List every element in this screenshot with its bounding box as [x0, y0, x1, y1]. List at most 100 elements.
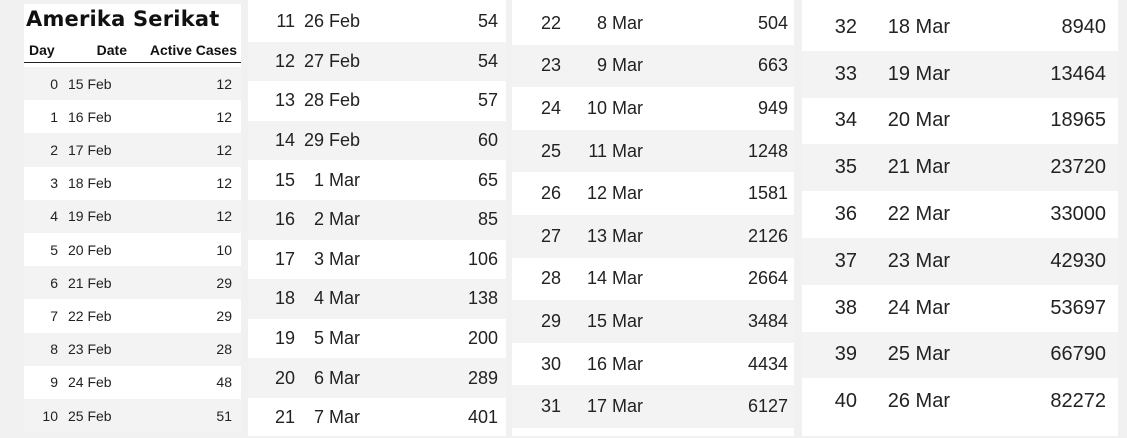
cell-day: 1 — [50, 108, 58, 125]
cell-day: 28 — [540, 268, 561, 289]
table-row: 40 26 Mar 82272 — [802, 378, 1118, 425]
table-row: 22 8 Mar 504 — [512, 2, 794, 45]
cell-date: 9 Mar — [596, 55, 643, 76]
cell-day: 30 — [540, 353, 561, 374]
table-row: 9 24 Feb 48 — [24, 366, 241, 399]
cell-date: 15 Mar — [586, 310, 643, 331]
table-row: 15 1 Mar 65 — [248, 160, 506, 200]
cell-active-cases: 23720 — [1050, 156, 1106, 179]
cell-active-cases: 2664 — [747, 268, 788, 289]
cell-date: 23 Mar — [887, 249, 950, 272]
cell-active-cases: 663 — [757, 55, 788, 76]
cell-active-cases: 54 — [477, 11, 498, 32]
table-header: Day Date Active Cases — [24, 37, 241, 63]
cell-day: 39 — [834, 343, 857, 366]
cell-active-cases: 18965 — [1050, 109, 1106, 132]
table-row: 28 14 Mar 2664 — [512, 258, 794, 301]
cell-day: 5 — [50, 241, 58, 258]
cell-day: 24 — [540, 97, 561, 118]
cell-active-cases: 48 — [216, 374, 232, 391]
cell-date: 8 Mar — [596, 12, 643, 33]
table-row: 14 29 Feb 60 — [248, 120, 506, 161]
table-row: 24 10 Mar 949 — [512, 87, 794, 130]
cell-date: 26 Mar — [887, 390, 950, 413]
cell-date: 13 Mar — [586, 225, 643, 246]
table-row: 19 5 Mar 200 — [248, 319, 506, 359]
cell-day: 31 — [540, 396, 561, 417]
cell-active-cases: 82272 — [1050, 390, 1106, 413]
table-row: 5 20 Feb 10 — [24, 233, 241, 266]
table-row: 34 20 Mar 18965 — [802, 98, 1118, 145]
cell-active-cases: 53697 — [1050, 296, 1106, 319]
table-row: 18 4 Mar 138 — [248, 279, 506, 319]
cell-active-cases: 12 — [216, 141, 232, 158]
cell-date: 1 Mar — [313, 169, 360, 190]
cell-active-cases: 12 — [216, 208, 232, 225]
cell-day: 40 — [834, 390, 857, 413]
cell-active-cases: 51 — [216, 407, 232, 424]
table-title: Amerika Serikat — [26, 7, 220, 31]
cell-active-cases: 1248 — [747, 140, 788, 161]
cell-active-cases: 85 — [477, 209, 498, 230]
cell-active-cases: 138 — [467, 288, 498, 309]
cell-date: 12 Mar — [586, 183, 643, 204]
cell-day: 36 — [834, 203, 857, 226]
cell-active-cases: 29 — [216, 307, 232, 324]
cell-day: 22 — [540, 12, 561, 33]
cell-day: 33 — [834, 62, 857, 85]
cell-day: 18 — [274, 288, 295, 309]
cell-day: 2 — [50, 141, 58, 158]
cell-day: 11 — [276, 11, 295, 32]
header-day: Day — [29, 41, 55, 58]
cell-day: 16 — [274, 209, 295, 230]
cell-day: 21 — [274, 407, 295, 428]
table-column-2: 11 26 Feb 54 12 27 Feb 54 13 28 Feb 57 14 29 Feb 60… — [248, 0, 506, 436]
table-row: 21 7 Mar 401 — [248, 398, 506, 438]
cell-day: 37 — [834, 249, 857, 272]
cell-active-cases: 200 — [467, 328, 498, 349]
cell-date: 23 Feb — [68, 341, 112, 358]
cell-active-cases: 3484 — [747, 310, 788, 331]
table-row: 30 16 Mar 4434 — [512, 343, 794, 386]
cell-date: 16 Feb — [68, 108, 112, 125]
table-row: 2 17 Feb 12 — [24, 133, 241, 167]
cell-day: 8 — [50, 341, 58, 358]
cell-day: 9 — [50, 374, 58, 391]
cell-date: 6 Mar — [313, 367, 360, 388]
cell-active-cases: 42930 — [1050, 249, 1106, 272]
cell-date: 21 Mar — [887, 156, 950, 179]
cell-date: 14 Mar — [586, 268, 643, 289]
cell-date: 26 Feb — [303, 11, 360, 32]
cell-day: 6 — [50, 274, 58, 291]
cell-date: 15 Feb — [68, 75, 112, 92]
cell-date: 18 Mar — [887, 15, 950, 38]
cell-day: 17 — [274, 248, 295, 269]
table-row: 4 19 Feb 12 — [24, 199, 241, 233]
cell-day: 12 — [274, 50, 295, 71]
cell-active-cases: 106 — [467, 248, 498, 269]
table-row: 35 21 Mar 23720 — [802, 144, 1118, 192]
table-row: 11 26 Feb 54 — [248, 2, 506, 42]
table-row: 0 15 Feb 12 — [24, 67, 241, 101]
cell-date: 4 Mar — [313, 288, 360, 309]
cell-date: 29 Feb — [303, 130, 360, 151]
cell-day: 35 — [834, 156, 857, 179]
cell-active-cases: 66790 — [1050, 343, 1106, 366]
table-row: 10 25 Feb 51 — [24, 399, 241, 433]
cell-date: 3 Mar — [313, 248, 360, 269]
table-row: 38 24 Mar 53697 — [802, 285, 1118, 332]
cell-date: 17 Mar — [586, 396, 643, 417]
cell-date: 22 Feb — [68, 307, 112, 324]
cell-date: 16 Mar — [586, 353, 643, 374]
table-row: 31 17 Mar 6127 — [512, 385, 794, 428]
table-row: 20 6 Mar 289 — [248, 358, 506, 398]
cell-active-cases: 54 — [477, 50, 498, 71]
cell-day: 7 — [50, 307, 58, 324]
header-active-cases: Active Cases — [149, 41, 237, 58]
table-row: 12 27 Feb 54 — [248, 41, 506, 82]
cell-date: 25 Mar — [887, 343, 950, 366]
table-row: 17 3 Mar 106 — [248, 240, 506, 280]
cell-active-cases: 4434 — [747, 353, 788, 374]
cell-day: 20 — [274, 367, 295, 388]
cell-active-cases: 12 — [216, 75, 232, 92]
